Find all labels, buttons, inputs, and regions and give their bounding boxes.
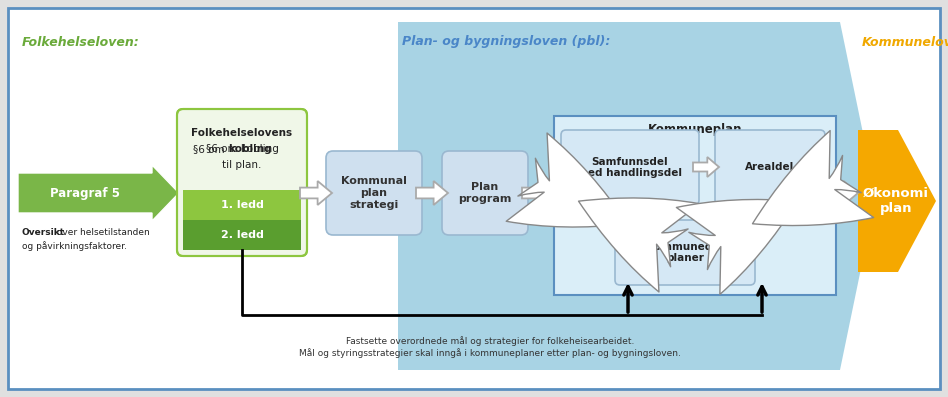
Text: Kommunedel
planer: Kommunedel planer <box>647 242 723 263</box>
Text: og påvirkningsfaktorer.: og påvirkningsfaktorer. <box>22 241 127 251</box>
Text: §6 om kobling: §6 om kobling <box>206 144 279 154</box>
Text: Fastsette overordnede mål og strategier for folkeheisearbeidet.: Fastsette overordnede mål og strategier … <box>346 336 634 346</box>
Text: 1. ledd: 1. ledd <box>221 200 264 210</box>
Bar <box>183 190 301 220</box>
FancyBboxPatch shape <box>326 151 422 235</box>
Polygon shape <box>18 165 179 221</box>
FancyBboxPatch shape <box>715 130 825 205</box>
Bar <box>183 220 301 250</box>
Polygon shape <box>398 22 876 370</box>
Polygon shape <box>826 181 858 205</box>
FancyBboxPatch shape <box>561 130 699 205</box>
Text: Økonomi
plan: Økonomi plan <box>863 187 929 215</box>
Text: Samfunnsdel
med handlingsdel: Samfunnsdel med handlingsdel <box>577 157 683 178</box>
Text: kobling: kobling <box>228 144 272 154</box>
Text: Plan
program: Plan program <box>458 182 512 204</box>
Text: Arealdel: Arealdel <box>745 162 794 173</box>
Text: Plan- og bygningsloven (pbl):: Plan- og bygningsloven (pbl): <box>402 35 611 48</box>
Polygon shape <box>858 130 936 272</box>
FancyBboxPatch shape <box>615 220 755 285</box>
Text: over helsetilstanden: over helsetilstanden <box>54 228 150 237</box>
Text: Oversikt: Oversikt <box>22 228 65 237</box>
Text: Kommuneloven:: Kommuneloven: <box>862 35 948 48</box>
FancyBboxPatch shape <box>8 8 940 389</box>
Polygon shape <box>300 181 332 205</box>
FancyBboxPatch shape <box>442 151 528 235</box>
Text: Mål og styringsstrategier skal inngå i kommuneplaner etter plan- og bygningslove: Mål og styringsstrategier skal inngå i k… <box>299 348 681 358</box>
Text: Folkehelseloven:: Folkehelseloven: <box>22 35 139 48</box>
Text: til plan.: til plan. <box>223 160 262 170</box>
Text: Kommuneplan: Kommuneplan <box>647 123 742 137</box>
Polygon shape <box>522 181 554 205</box>
Polygon shape <box>416 181 448 205</box>
Text: 2. ledd: 2. ledd <box>221 230 264 240</box>
Polygon shape <box>693 157 719 177</box>
FancyBboxPatch shape <box>554 116 836 295</box>
Text: Folkehelselovens: Folkehelselovens <box>191 128 293 138</box>
Text: Paragraf 5: Paragraf 5 <box>50 187 120 200</box>
FancyBboxPatch shape <box>177 109 307 256</box>
Text: §6 om: §6 om <box>193 144 228 154</box>
Text: Kommunal
plan
strategi: Kommunal plan strategi <box>341 176 407 210</box>
